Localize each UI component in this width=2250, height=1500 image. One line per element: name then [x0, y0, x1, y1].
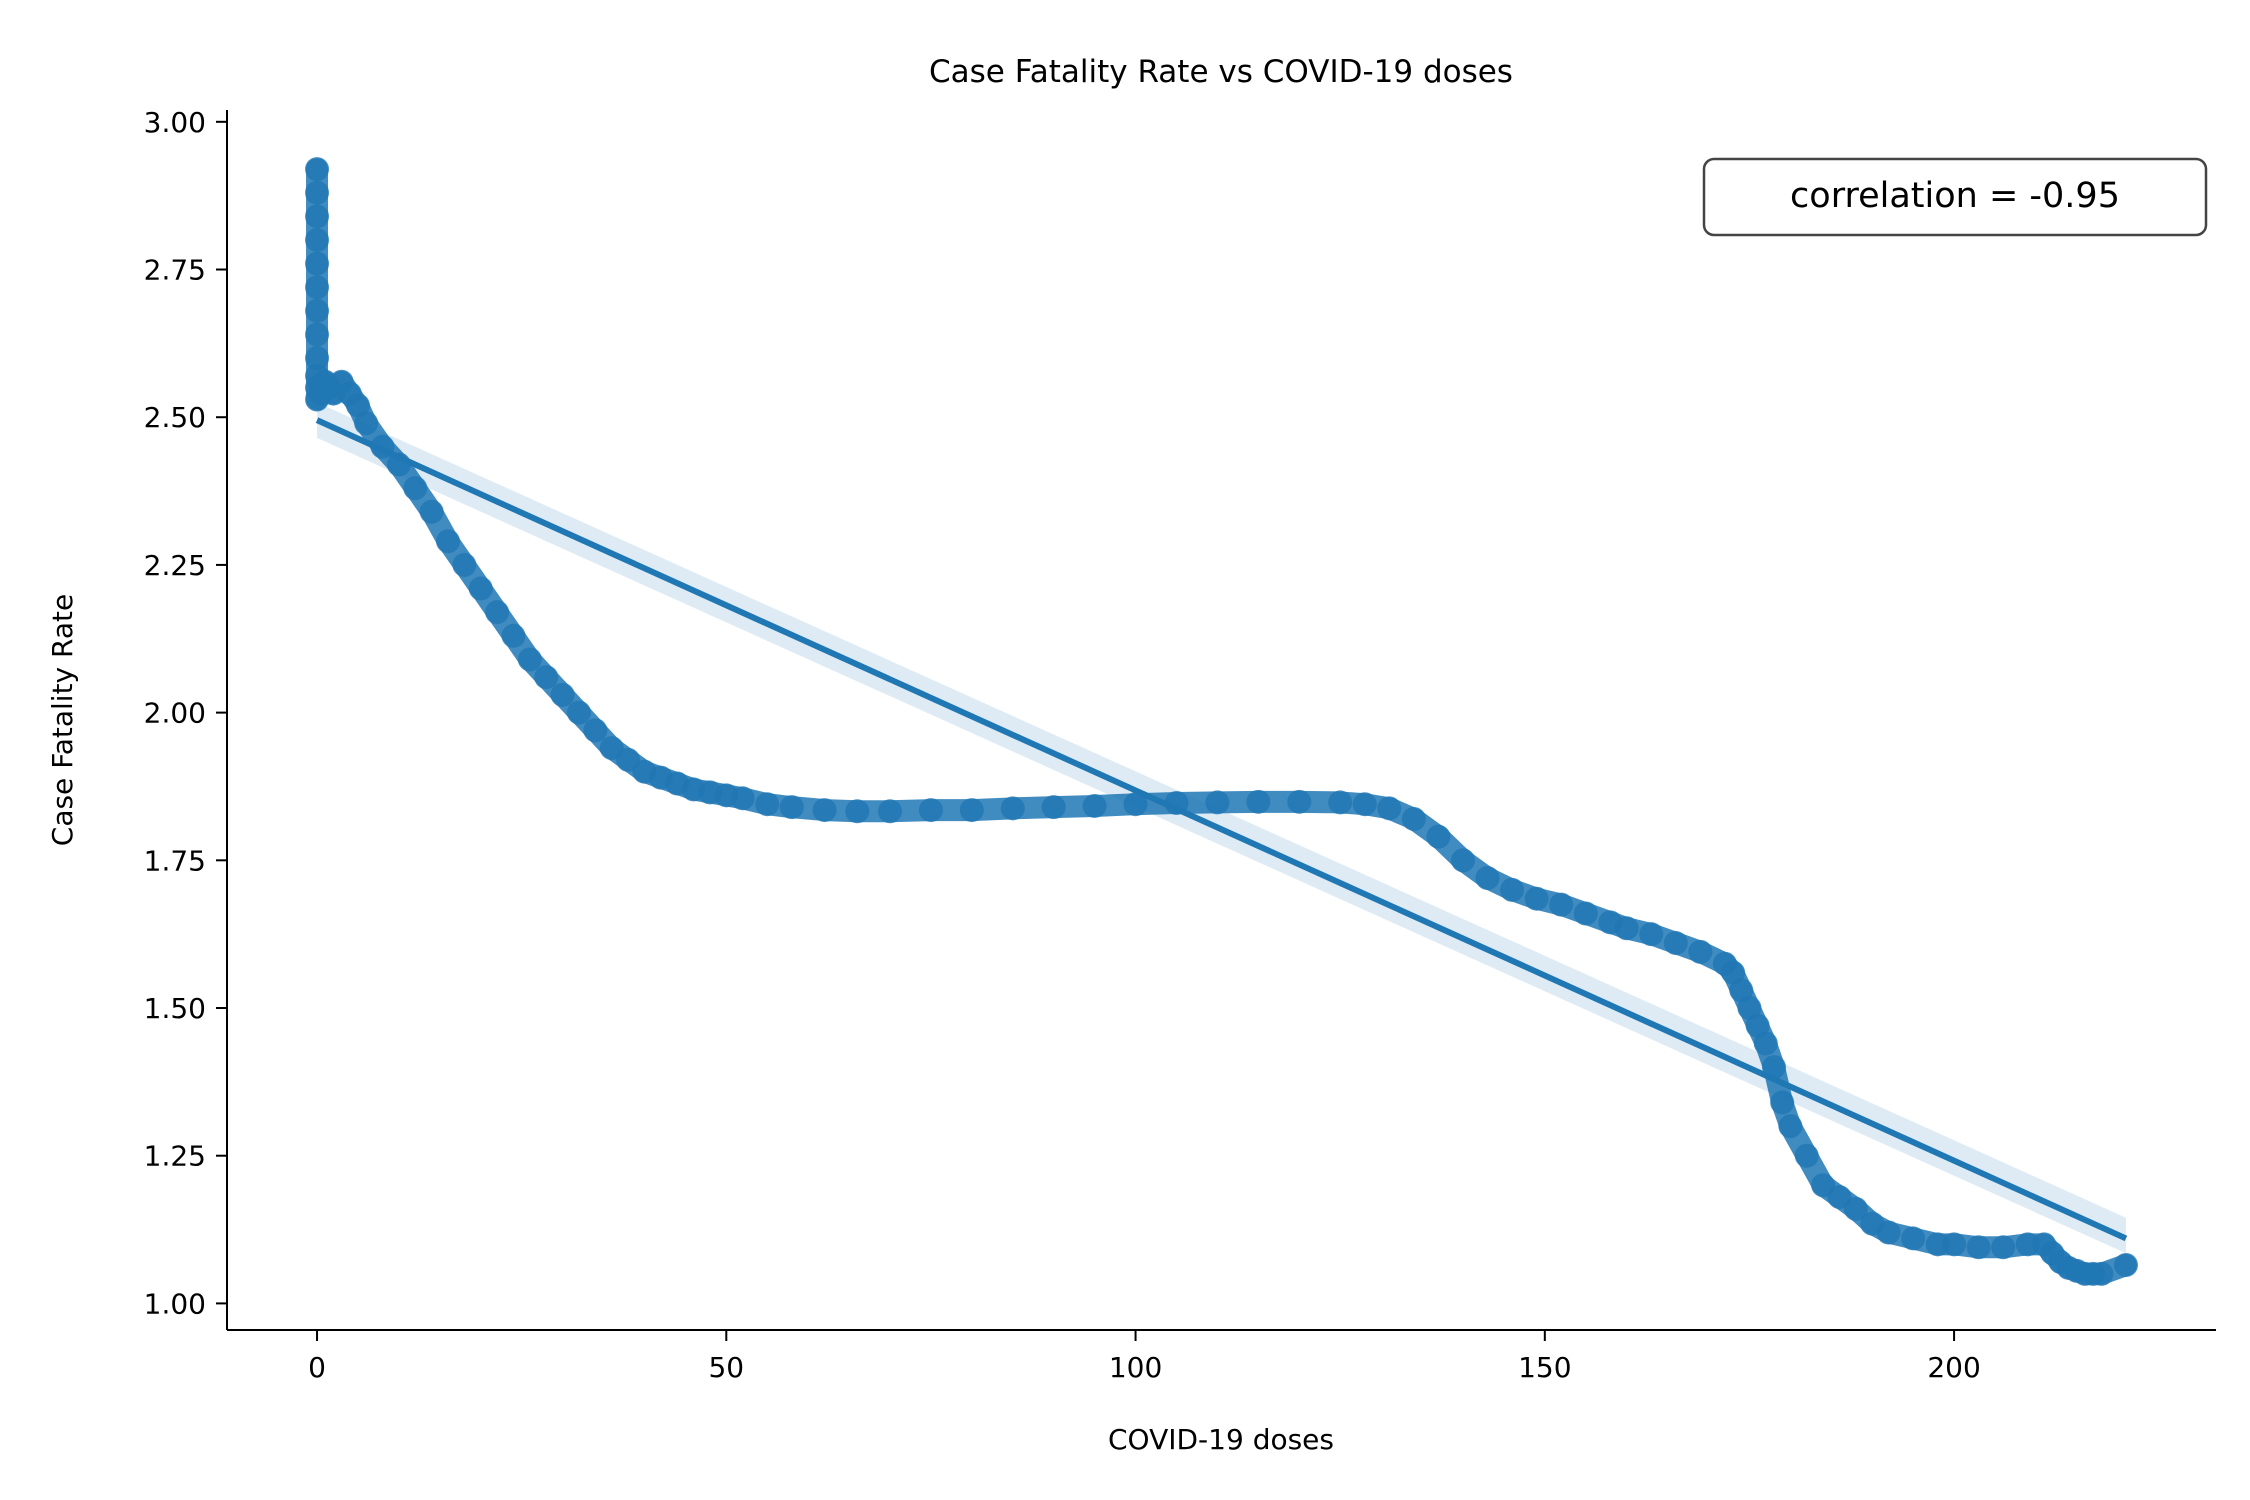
data-points — [305, 157, 2138, 1286]
data-point — [1778, 1114, 1803, 1139]
data-point — [468, 576, 493, 601]
annotation-box — [1702, 157, 2208, 237]
data-point — [730, 786, 755, 811]
x-axis-label: COVID-19 doses — [1108, 1423, 1334, 1456]
data-point — [755, 792, 780, 817]
data-point — [878, 799, 902, 824]
data-point — [583, 718, 608, 743]
x-tick-label: 100 — [1109, 1351, 1162, 1384]
y-axis-ticks: 1.00 1.25 1.50 1.75 2.00 2.25 2.50 2.75 3.00 — [144, 106, 227, 1320]
data-point — [501, 623, 526, 648]
data-point — [1901, 1226, 1926, 1251]
data-point — [1794, 1143, 1819, 1168]
data-point — [1524, 886, 1549, 911]
data-point — [534, 665, 559, 690]
data-point — [1082, 793, 1107, 818]
data-point — [1287, 789, 1312, 814]
data-point — [305, 346, 330, 371]
data-point — [305, 251, 330, 276]
y-tick-label: 1.75 — [144, 844, 206, 877]
data-point — [1688, 939, 1713, 964]
data-point — [305, 204, 330, 229]
data-point — [436, 529, 460, 554]
data-point — [1753, 1031, 1778, 1056]
x-tick-label: 150 — [1518, 1351, 1571, 1384]
data-point — [305, 322, 330, 347]
x-tick-label: 200 — [1927, 1351, 1980, 1384]
annotation-text: correlation = -0.95 — [1790, 176, 2120, 216]
data-point — [305, 157, 330, 182]
regression-line — [315, 417, 2128, 1242]
data-point — [1762, 1055, 1786, 1080]
data-point — [517, 647, 542, 672]
data-point — [845, 799, 870, 824]
data-point — [1942, 1232, 1967, 1257]
data-point — [354, 411, 379, 436]
data-point — [1663, 931, 1688, 956]
data-point — [1573, 901, 1598, 926]
data-point — [1123, 792, 1148, 817]
data-point — [1475, 866, 1500, 891]
data-point — [1246, 789, 1271, 814]
data-point — [452, 552, 477, 577]
data-point — [305, 180, 330, 205]
data-point — [1639, 922, 1664, 947]
data-point — [305, 275, 330, 300]
data-point — [2089, 1261, 2114, 1286]
y-axis-label: Case Fatality Rate — [46, 594, 79, 846]
x-tick-label: 0 — [308, 1351, 326, 1384]
data-point — [1328, 790, 1353, 815]
data-point — [1426, 824, 1451, 849]
data-point — [1614, 916, 1639, 941]
chart-title: Case Fatality Rate vs COVID-19 doses — [929, 54, 1513, 90]
data-point — [485, 600, 510, 625]
data-point — [1549, 892, 1574, 917]
data-point — [918, 798, 943, 823]
data-point — [2113, 1253, 2138, 1278]
data-point — [419, 499, 444, 524]
data-point — [1843, 1196, 1868, 1221]
data-point — [305, 227, 330, 252]
data-point — [1000, 796, 1025, 821]
data-point — [566, 700, 591, 725]
data-point — [1205, 790, 1230, 815]
y-tick-label: 2.00 — [144, 697, 206, 730]
data-point — [1500, 877, 1525, 902]
data-point — [779, 795, 804, 820]
x-tick-label: 50 — [708, 1351, 744, 1384]
data-point — [1876, 1220, 1901, 1245]
data-point — [1377, 796, 1402, 821]
data-point — [1991, 1235, 2016, 1260]
data-point — [812, 798, 837, 823]
y-tick-label: 2.25 — [144, 549, 206, 582]
y-tick-label: 2.75 — [144, 254, 206, 287]
correlation-annotation: correlation = -0.95 — [1702, 157, 2208, 237]
y-tick-label: 3.00 — [144, 106, 206, 139]
regression-line-group — [315, 417, 2128, 1242]
data-point — [959, 798, 984, 823]
data-point — [550, 682, 575, 707]
data-point — [1401, 806, 1426, 831]
data-point — [1450, 848, 1475, 873]
x-axis-ticks: 0 50 100 150 200 — [308, 1330, 1981, 1384]
data-point — [305, 298, 330, 323]
y-tick-label: 1.00 — [144, 1287, 206, 1320]
data-point — [1966, 1235, 1991, 1260]
y-tick-label: 1.50 — [144, 992, 206, 1025]
data-point — [1352, 792, 1377, 817]
data-point — [403, 476, 428, 501]
y-tick-label: 2.50 — [144, 401, 206, 434]
y-tick-label: 1.25 — [144, 1140, 206, 1173]
data-point — [1041, 795, 1066, 820]
data-point — [1770, 1090, 1795, 1115]
